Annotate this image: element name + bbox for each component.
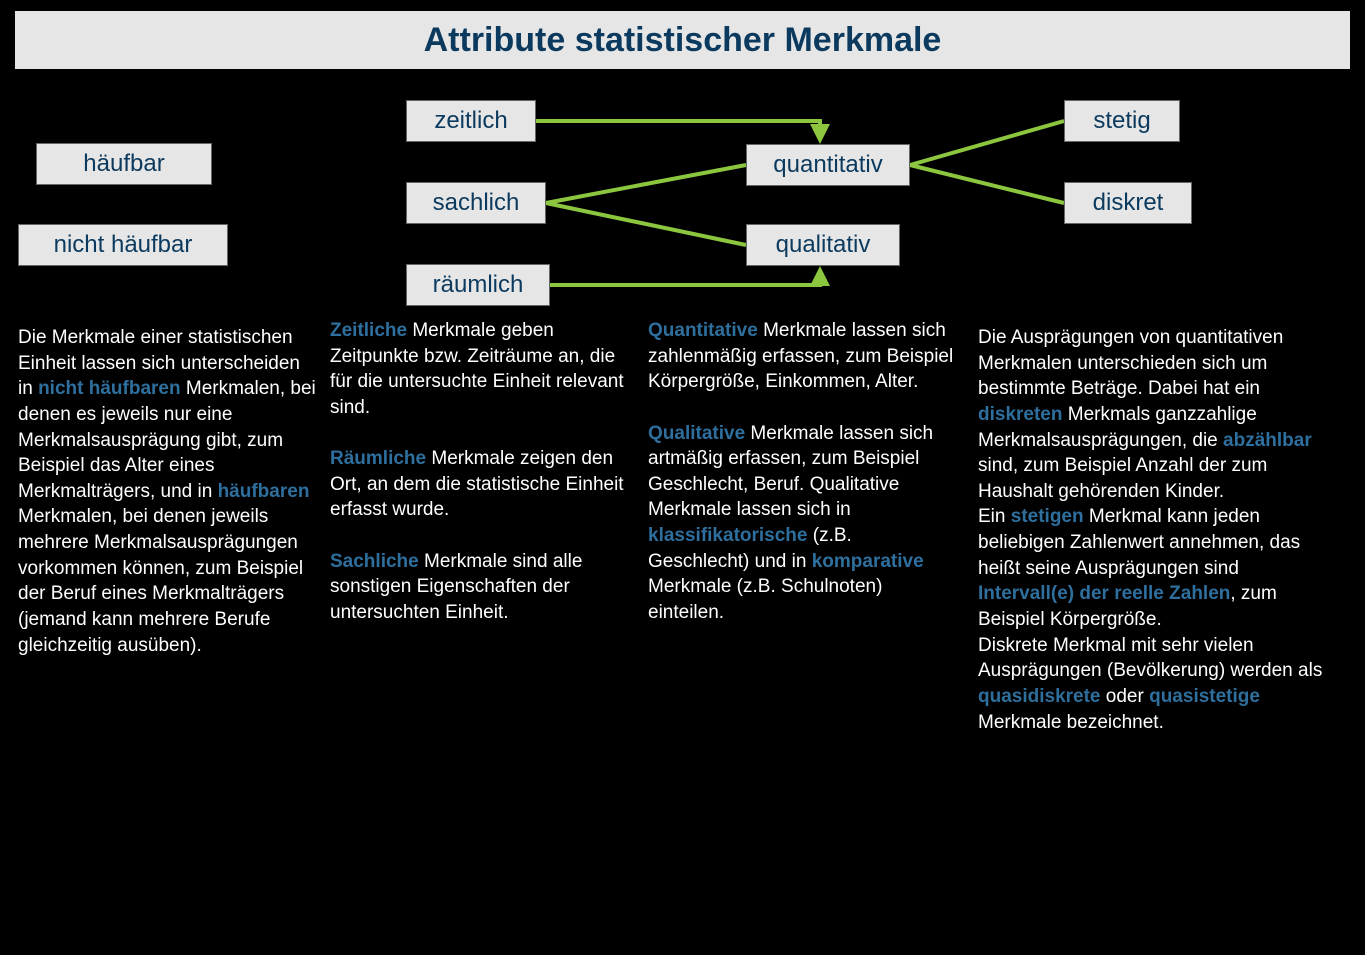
node-quantitativ: quantitativ: [746, 144, 910, 186]
text-col-3: Quantitative Merkmale lassen sich zahlen…: [648, 318, 958, 626]
page-title: Attribute statistischer Merkmale: [424, 21, 942, 60]
node-qualitativ: qualitativ: [746, 224, 900, 266]
node-diskret: diskret: [1064, 182, 1192, 224]
text-col-2: Zeitliche Merkmale geben Zeitpunkte bzw.…: [330, 318, 630, 626]
title-bar: Attribute statistischer Merkmale: [14, 10, 1351, 70]
node-stetig: stetig: [1064, 100, 1180, 142]
node-sachlich: sachlich: [406, 182, 546, 224]
node-raeumlich: räumlich: [406, 264, 550, 306]
node-zeitlich: zeitlich: [406, 100, 536, 142]
node-nicht-haeufbar: nicht häufbar: [18, 224, 228, 266]
text-col-1: Die Merkmale einer statistischen Einheit…: [18, 325, 318, 658]
text-col-4: Die Ausprägungen von quantitativen Merkm…: [978, 325, 1338, 735]
node-haeufbar: häufbar: [36, 143, 212, 185]
